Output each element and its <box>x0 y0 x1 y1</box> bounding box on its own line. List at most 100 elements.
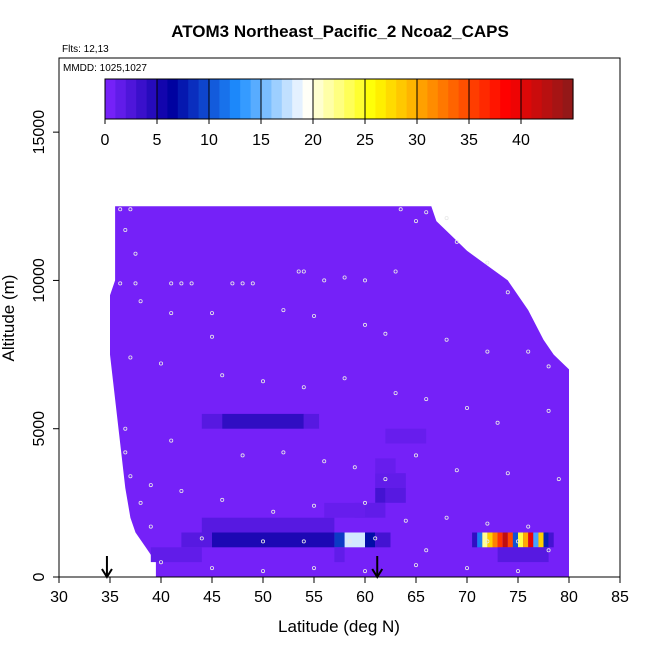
heatmap-cell <box>222 413 304 429</box>
sample-point <box>148 524 153 529</box>
colorbar-tick-label: 5 <box>153 132 162 149</box>
sample-point <box>209 311 214 316</box>
sample-point <box>322 278 327 283</box>
sample-point <box>485 260 490 265</box>
heatmap-cell <box>523 532 529 548</box>
sample-point <box>322 459 327 464</box>
sample-point <box>281 450 286 455</box>
sample-point <box>413 219 418 224</box>
colorbar-segment <box>427 79 439 119</box>
sample-point <box>169 311 174 316</box>
sample-point <box>342 275 347 280</box>
sample-point <box>526 349 531 354</box>
sample-point <box>220 497 225 502</box>
colorbar-segment <box>177 79 189 119</box>
sample-point <box>311 313 316 318</box>
heatmap-cell <box>482 532 488 548</box>
sample-point <box>464 405 469 410</box>
colorbar-segment <box>562 79 574 119</box>
colorbar-segment <box>313 79 324 119</box>
colorbar-segment <box>198 79 210 119</box>
sample-point <box>424 397 429 402</box>
colorbar-segment <box>157 79 168 119</box>
sample-point <box>240 281 245 286</box>
flight-arrow <box>101 556 113 579</box>
heatmap-cell <box>518 532 524 548</box>
heatmap-cell <box>538 532 544 548</box>
x-tick-label: 60 <box>356 589 374 606</box>
sample-point <box>133 281 138 286</box>
colorbar: 0 5 10 15 20 25 30 35 40 <box>101 78 574 149</box>
colorbar-segment <box>437 79 449 119</box>
sample-point <box>250 281 255 286</box>
sample-point <box>138 299 143 304</box>
sample-point <box>505 290 510 295</box>
colorbar-segment <box>510 79 522 119</box>
sample-point <box>403 518 408 523</box>
sample-point <box>230 281 235 286</box>
flights-annotation: Flts: 12,13 <box>62 44 109 55</box>
colorbar-segment <box>344 79 356 119</box>
sample-point <box>128 355 133 360</box>
sample-point <box>123 450 128 455</box>
x-tick-label: 35 <box>101 589 119 606</box>
heatmap-cell <box>150 547 202 563</box>
sample-point <box>362 278 367 283</box>
sample-point <box>301 269 306 274</box>
sample-point <box>123 426 128 431</box>
colorbar-segment <box>271 79 283 119</box>
y-tick-label: 15000 <box>31 110 48 155</box>
colorbar-segment <box>105 79 116 119</box>
sample-point <box>209 566 214 571</box>
heatmap-cell <box>344 532 365 548</box>
sample-point <box>158 361 163 366</box>
heatmap-cell <box>365 532 376 548</box>
y-tick-label: 10000 <box>31 258 48 303</box>
heatmap-cell <box>487 532 493 548</box>
sample-point <box>362 569 367 574</box>
sample-point <box>347 539 352 544</box>
sample-point <box>260 379 265 384</box>
x-axis-label: Latitude (deg N) <box>278 617 400 636</box>
chart-title: ATOM3 Northeast_Pacific_2 Ncoa2_CAPS <box>171 22 509 41</box>
sample-point <box>495 420 500 425</box>
sample-point <box>240 453 245 458</box>
sample-point <box>556 477 561 482</box>
sample-point <box>393 391 398 396</box>
heatmap-cell <box>201 413 223 429</box>
sample-point <box>454 468 459 473</box>
sample-point <box>189 281 194 286</box>
colorbar-segment <box>281 79 293 119</box>
colorbar-segment <box>417 79 428 119</box>
colorbar-tick-label: 0 <box>101 132 110 149</box>
colorbar-segment <box>375 79 387 119</box>
colorbar-segment <box>136 79 148 119</box>
sample-point <box>373 536 378 541</box>
sample-point <box>485 349 490 354</box>
colorbar-tick-label: 35 <box>460 132 478 149</box>
sample-point <box>169 281 174 286</box>
colorbar-segment <box>531 79 543 119</box>
sample-point <box>546 408 551 413</box>
colorbar-segment <box>354 79 366 119</box>
colorbar-segment <box>146 79 158 119</box>
colorbar-segment <box>541 79 553 119</box>
sample-point <box>413 453 418 458</box>
x-tick-label: 55 <box>305 589 323 606</box>
colorbar-segment <box>302 79 314 119</box>
colorbar-segment <box>125 79 137 119</box>
sample-point <box>260 569 265 574</box>
sample-point <box>393 269 398 274</box>
sample-point <box>199 536 204 541</box>
colorbar-segment <box>250 79 262 119</box>
colorbar-segment <box>365 79 376 119</box>
sample-point <box>526 524 531 529</box>
x-tick-label: 70 <box>458 589 476 606</box>
colorbar-segment <box>521 79 532 119</box>
heatmap-cell <box>212 532 335 548</box>
colorbar-segment <box>406 79 418 119</box>
sample-point <box>546 548 551 553</box>
sample-point <box>454 239 459 244</box>
y-axis-label: Altitude (m) <box>0 275 18 362</box>
